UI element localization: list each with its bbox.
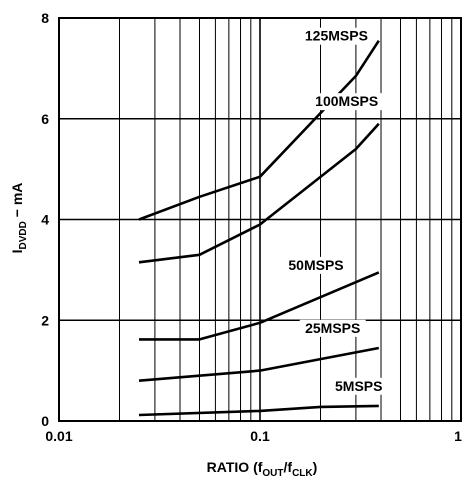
series-label: 50MSPS [288,257,343,273]
x-tick-label: 0.01 [45,428,72,444]
plot-frame [58,17,462,422]
y-axis-title: IDVDD − mA [9,183,29,254]
x-tick-label: 0.1 [250,428,270,444]
series-label-backing [308,93,385,111]
series-label-backing [330,377,387,395]
series-label-backing [299,319,366,337]
series-line [138,346,380,382]
series-line [138,39,380,221]
y-tick-label: 6 [41,111,49,127]
y-tick-label: 4 [41,212,49,228]
x-axis-title: RATIO (fOUT/fCLK) [207,459,318,479]
grid [58,17,461,422]
series-line [139,271,380,341]
series-labels: 125MSPS 100MSPS 50MSPS 25MSPS 5MSPS [283,27,387,395]
series-label: 25MSPS [305,320,360,336]
series-label-backing [298,27,375,45]
y-tick-label: 8 [41,10,49,26]
series-line [138,122,380,264]
series-line [138,404,379,417]
series-lines [138,39,380,417]
series-label: 125MSPS [305,28,368,44]
series-label: 5MSPS [335,378,382,394]
y-tick-label: 2 [41,312,49,328]
y-tick-label: 0 [41,413,49,429]
tick-labels: 0 2 4 6 8 0.01 0.1 1 [41,10,462,444]
series-label: 100MSPS [315,93,378,109]
x-tick-label: 1 [454,428,462,444]
series-label-backing [283,256,350,274]
